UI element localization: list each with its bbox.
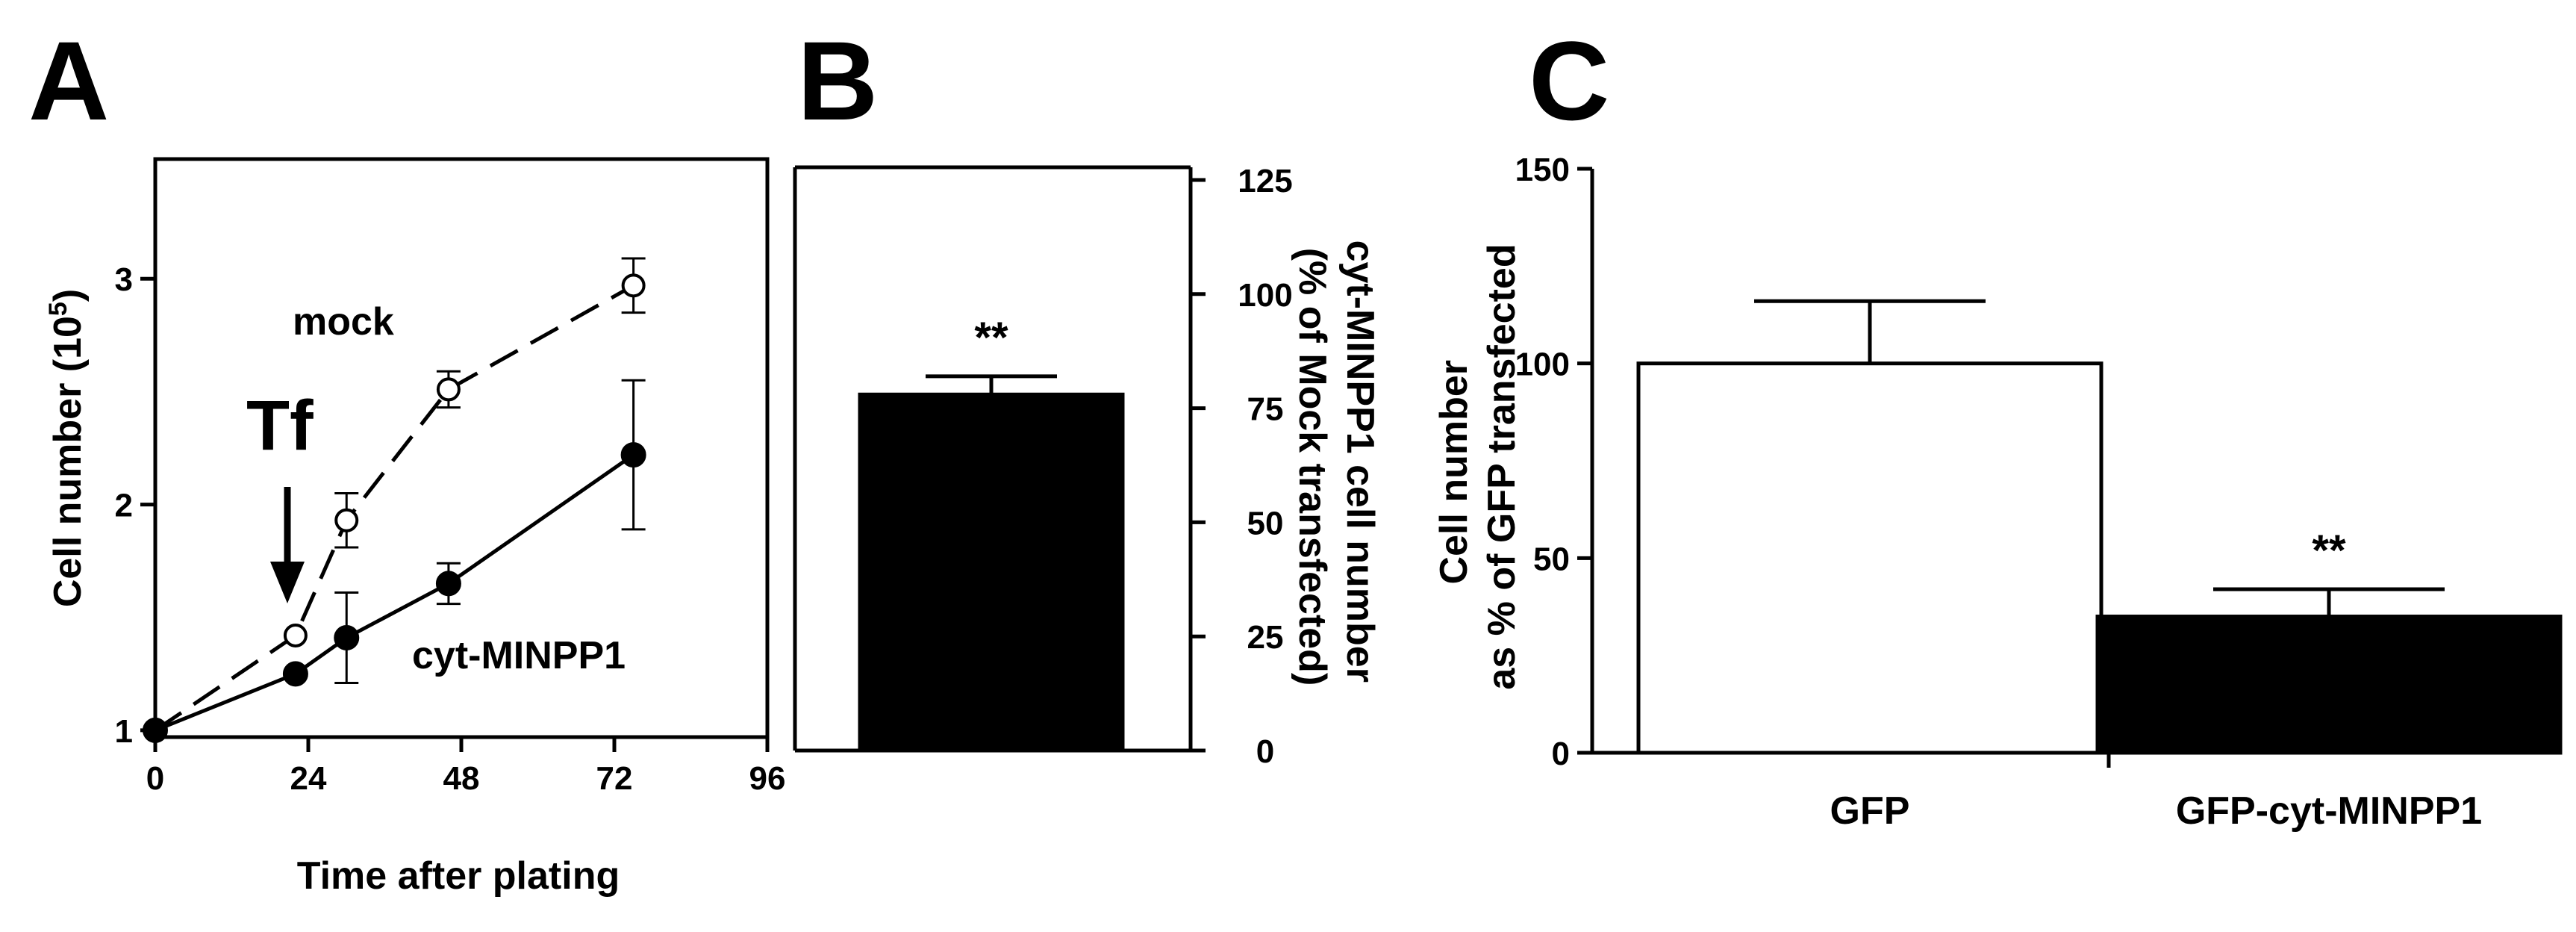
panel-a-chart: 0 24 48 72 96 1 2 3 Time after plating Cell nu… xyxy=(44,157,786,898)
panel-a-series-1-point xyxy=(282,661,308,687)
panel-b-letter: B xyxy=(797,18,878,143)
panel-c-y-axis-title-line2: as % of GFP transfected xyxy=(1480,243,1524,689)
panel-c-y-axis-title: Cell number as % of GFP transfected xyxy=(1432,243,1524,689)
panel-a-tf-label: Tf xyxy=(246,386,314,465)
panel-a-y-axis-title-main: Cell number (10 xyxy=(46,316,90,607)
panel-c-letter: C xyxy=(1529,18,1609,143)
panel-a-y-axis-title: Cell number (105) xyxy=(44,289,90,607)
panel-b-chart: 0 25 50 75 100 125 ** cyt-MINPP1 cell number … xyxy=(793,163,1382,770)
panel-c-y-tick-label: 0 xyxy=(1552,736,1570,772)
panel-a-series-1-point xyxy=(620,442,646,468)
panel-c-bars: GFP ** GFP-cyt-MINPP1 xyxy=(1636,299,2563,833)
panel-a-letter: A xyxy=(28,18,109,143)
panel-a-x-tick-label: 48 xyxy=(443,760,480,797)
panel-c-y-axis-title-line1: Cell number xyxy=(1432,360,1476,585)
panel-a-y-tick-label: 2 xyxy=(115,488,133,524)
panel-c-bar xyxy=(1636,361,2103,755)
panel-c-y-tick-label: 150 xyxy=(1515,152,1570,188)
panel-a-series-1-point xyxy=(334,624,360,650)
panel-a-series-0-point xyxy=(334,508,359,532)
panel-a-y-axis-title-close: ) xyxy=(46,289,90,302)
panel-a-tf-arrow xyxy=(270,487,305,603)
panel-a-x-tick-label: 24 xyxy=(290,760,327,797)
panel-a-series-1-line xyxy=(155,453,635,733)
panel-a-series-1-point xyxy=(143,717,168,743)
panel-a-x-tick-label: 96 xyxy=(749,760,786,797)
panel-c-y-tick-label: 100 xyxy=(1515,347,1570,383)
panel-a-mock-label: mock xyxy=(293,300,394,344)
panel-c-bar xyxy=(2095,615,2563,755)
panel-a-series xyxy=(143,257,646,743)
panel-a-x-tick-label: 72 xyxy=(596,760,633,797)
panel-b-y-tick-label: 125 xyxy=(1238,163,1292,199)
panel-b-bar xyxy=(858,392,1125,753)
panel-a-y-tick-label: 3 xyxy=(115,261,133,298)
panel-c-y-ticks: 0 50 100 150 xyxy=(1515,152,2111,772)
panel-a-series-1-point xyxy=(435,571,461,597)
panel-a-x-axis-title: Time after plating xyxy=(297,854,620,898)
panel-a-y-ticks: 1 2 3 xyxy=(115,261,155,750)
panel-b-y-tick-label: 75 xyxy=(1247,391,1284,428)
panel-a-y-axis-title-sup: 5 xyxy=(44,302,72,316)
panel-c-category-label: GFP-cyt-MINPP1 xyxy=(2176,789,2482,833)
panel-b-y-axis-title: cyt-MINPP1 cell number (% of Mock transf… xyxy=(1291,240,1382,694)
panel-b-y-tick-label: 50 xyxy=(1247,505,1284,541)
panel-b-y-tick-label: 0 xyxy=(1256,733,1274,770)
panel-c-chart: 0 50 100 150 GFP ** GFP-cyt-MINPP1 Cell numbe… xyxy=(1432,152,2563,833)
panel-b-bars: ** xyxy=(858,314,1125,753)
panel-a-x-ticks: 0 24 48 72 96 xyxy=(146,737,786,797)
panel-a-series-0-point xyxy=(436,377,461,402)
panel-b-y-axis-title-line2: (% of Mock transfected) xyxy=(1291,248,1334,686)
panel-b-y-ticks: 0 25 50 75 100 125 xyxy=(1191,163,1293,770)
panel-a-cyt-minpp1-label: cyt-MINPP1 xyxy=(412,634,626,677)
panel-c-y-tick-label: 50 xyxy=(1533,541,1570,577)
panel-c-category-label: GFP xyxy=(1830,789,1910,833)
panel-c-significance: ** xyxy=(2312,526,2346,575)
panel-a-series-0-point xyxy=(283,623,308,647)
panel-b-significance: ** xyxy=(974,314,1008,362)
panel-a-series-0-point xyxy=(621,273,646,298)
panel-a-x-tick-label: 0 xyxy=(146,760,164,797)
panel-a-y-tick-label: 1 xyxy=(115,713,133,750)
panel-b-y-tick-label: 25 xyxy=(1247,619,1284,656)
panel-b-y-tick-label: 100 xyxy=(1238,277,1292,314)
panel-b-y-axis-title-line1: cyt-MINPP1 cell number xyxy=(1338,240,1382,683)
